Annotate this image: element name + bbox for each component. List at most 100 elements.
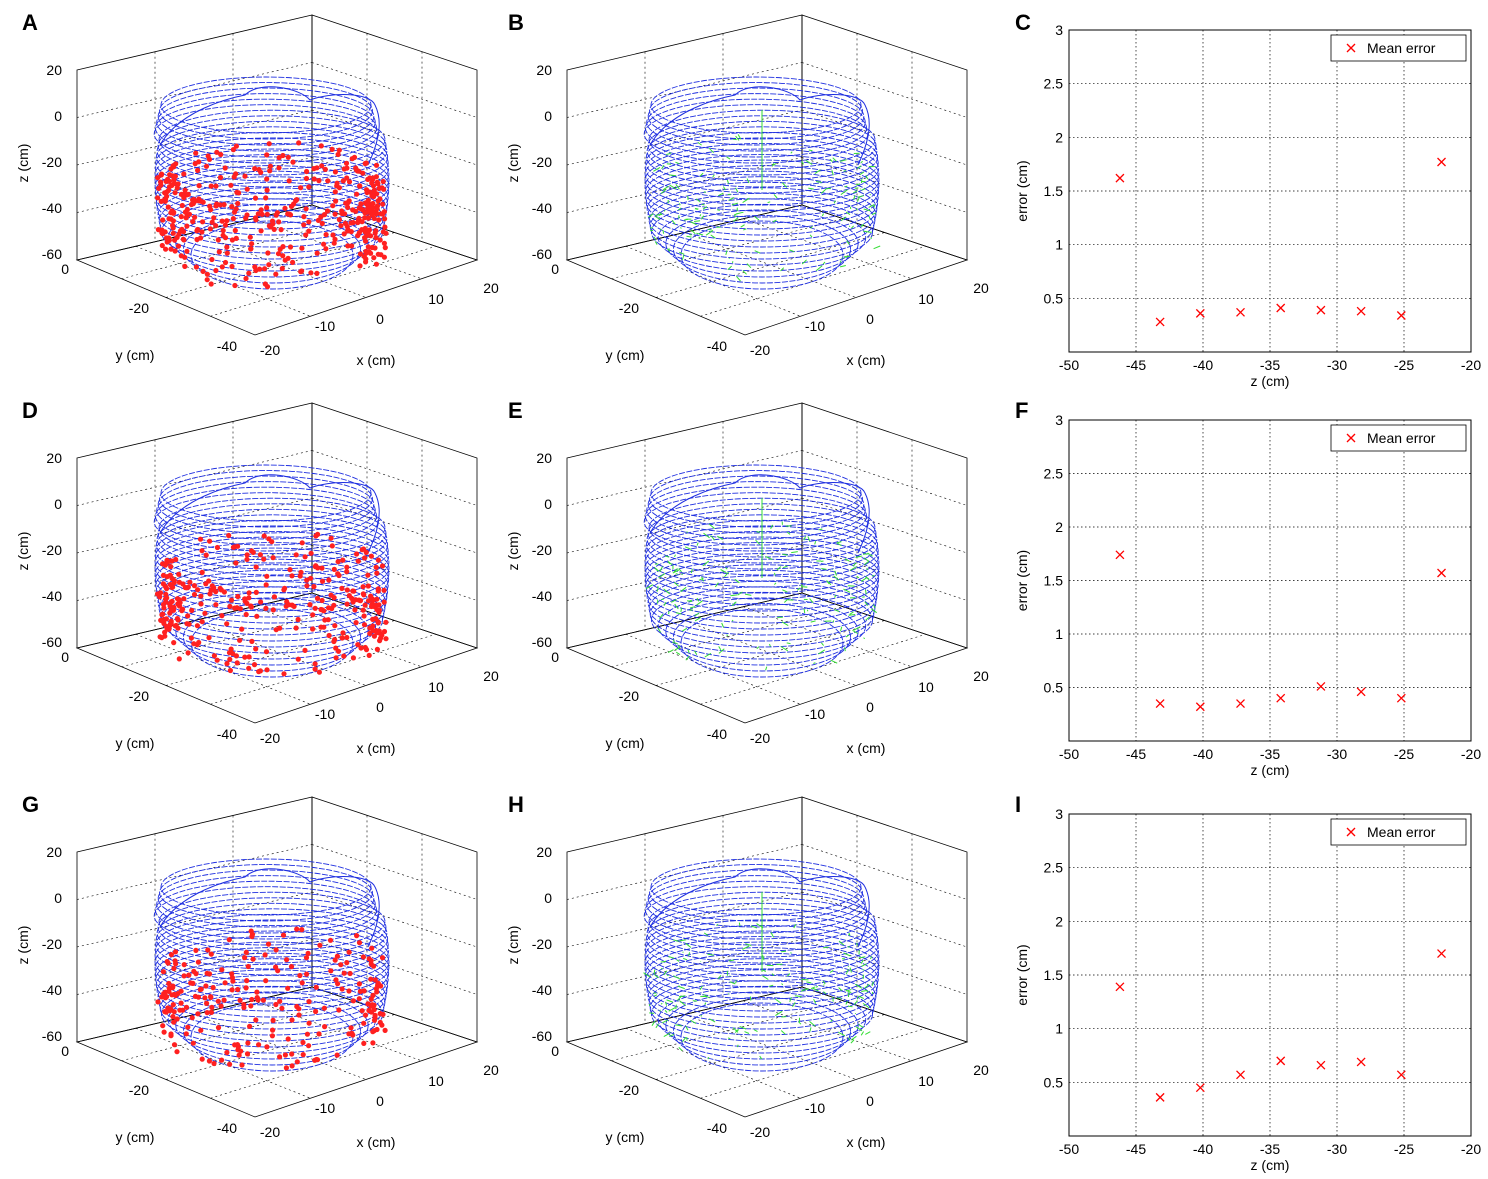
measured-point — [344, 175, 349, 180]
measured-point — [382, 225, 387, 230]
measured-point — [261, 998, 266, 1003]
measured-point — [249, 997, 254, 1002]
measured-point — [170, 984, 175, 989]
residual-segment — [667, 164, 671, 165]
measured-point — [202, 995, 207, 1000]
panel-d-3d: 200-20-40-60z (cm)0-20-40y (cm) -20-10 010… — [15, 403, 499, 756]
surface-top-contour — [650, 475, 869, 553]
measured-point — [161, 581, 166, 586]
x-tick-label: 20 — [483, 668, 499, 684]
measured-point — [344, 960, 349, 965]
measured-point — [294, 927, 299, 932]
measured-point — [228, 183, 233, 188]
x-tick-label: 0 — [866, 1093, 874, 1109]
measured-point — [361, 954, 366, 959]
z-axis-ticks: 200-20-40-60 — [532, 450, 552, 650]
measured-point — [317, 943, 322, 948]
measured-point — [265, 284, 270, 289]
measured-point — [382, 216, 387, 221]
surface-contour — [155, 920, 388, 981]
residual-segment — [816, 987, 818, 988]
measured-point — [374, 989, 379, 994]
measured-point — [181, 596, 186, 601]
measured-point — [363, 200, 368, 205]
x-tick-label: -50 — [1059, 357, 1079, 373]
measured-point — [162, 1030, 167, 1035]
measured-point — [209, 1010, 214, 1015]
measured-point — [244, 985, 249, 990]
measured-point — [169, 183, 174, 188]
measured-point — [255, 995, 260, 1000]
measured-point — [315, 596, 320, 601]
z-tick-label: -40 — [532, 588, 552, 604]
measured-point — [223, 260, 228, 265]
y-axis-ticks: 0 -20 -40 — [551, 261, 727, 354]
measured-point — [198, 594, 203, 599]
z-tick-label: -40 — [42, 982, 62, 998]
measured-point — [218, 202, 223, 207]
z-tick-label: 20 — [536, 62, 552, 78]
measured-point — [209, 257, 214, 262]
measured-point — [170, 599, 175, 604]
measured-point — [180, 607, 185, 612]
measured-point — [362, 210, 367, 215]
surface-contour — [673, 215, 850, 283]
measured-point — [300, 540, 305, 545]
x-tick-label: -10 — [805, 1100, 825, 1116]
measured-point — [223, 235, 228, 240]
measured-point — [168, 582, 173, 587]
measured-point — [372, 1028, 377, 1033]
y-tick-label: 2 — [1055, 913, 1063, 929]
measured-point — [219, 587, 224, 592]
measured-point — [328, 968, 333, 973]
measured-point — [203, 983, 208, 988]
measured-point — [211, 1061, 216, 1066]
measured-point — [363, 226, 368, 231]
measured-point — [373, 616, 378, 621]
residual-segment — [808, 536, 810, 541]
measured-point — [182, 264, 187, 269]
measured-point — [357, 230, 362, 235]
measured-point — [187, 622, 192, 627]
residual-segment — [811, 621, 816, 622]
measured-point — [333, 199, 338, 204]
y-tick-label: 0.5 — [1044, 680, 1064, 696]
measured-point — [168, 564, 173, 569]
measured-point — [281, 671, 286, 676]
measured-point — [301, 214, 306, 219]
x-tick-label: -45 — [1126, 1141, 1146, 1157]
measured-point — [234, 653, 239, 658]
measured-point — [213, 589, 218, 594]
measured-point — [299, 246, 304, 251]
residual-segment — [654, 567, 659, 571]
measured-point — [369, 946, 374, 951]
floor-grid-line — [136, 634, 311, 704]
z-tick-label: -40 — [532, 200, 552, 216]
measured-point — [161, 602, 166, 607]
measured-point — [264, 1044, 269, 1049]
measured-point — [339, 586, 344, 591]
measured-point — [201, 200, 206, 205]
z-tick-label: 20 — [46, 844, 62, 860]
measured-point — [249, 604, 254, 609]
residual-segment — [810, 235, 812, 237]
measured-point — [374, 565, 379, 570]
measured-point — [345, 243, 350, 248]
y-tick-label: 0 — [61, 261, 69, 277]
measured-point — [192, 592, 197, 597]
measured-point — [306, 951, 311, 956]
y-tick-label: 2.5 — [1044, 466, 1064, 482]
measured-point — [373, 602, 378, 607]
residual-segment — [666, 1002, 667, 1006]
measured-point — [265, 250, 270, 255]
y-axis-label: y (cm) — [116, 1129, 155, 1145]
panel-letter-f: F — [1015, 398, 1028, 423]
measured-point — [176, 572, 181, 577]
measured-point — [199, 548, 204, 553]
measured-point — [370, 623, 375, 628]
residual-segment — [819, 529, 823, 530]
residual-segment — [861, 161, 863, 163]
measured-point — [366, 244, 371, 249]
measured-point — [191, 201, 196, 206]
measured-point — [164, 1010, 169, 1015]
